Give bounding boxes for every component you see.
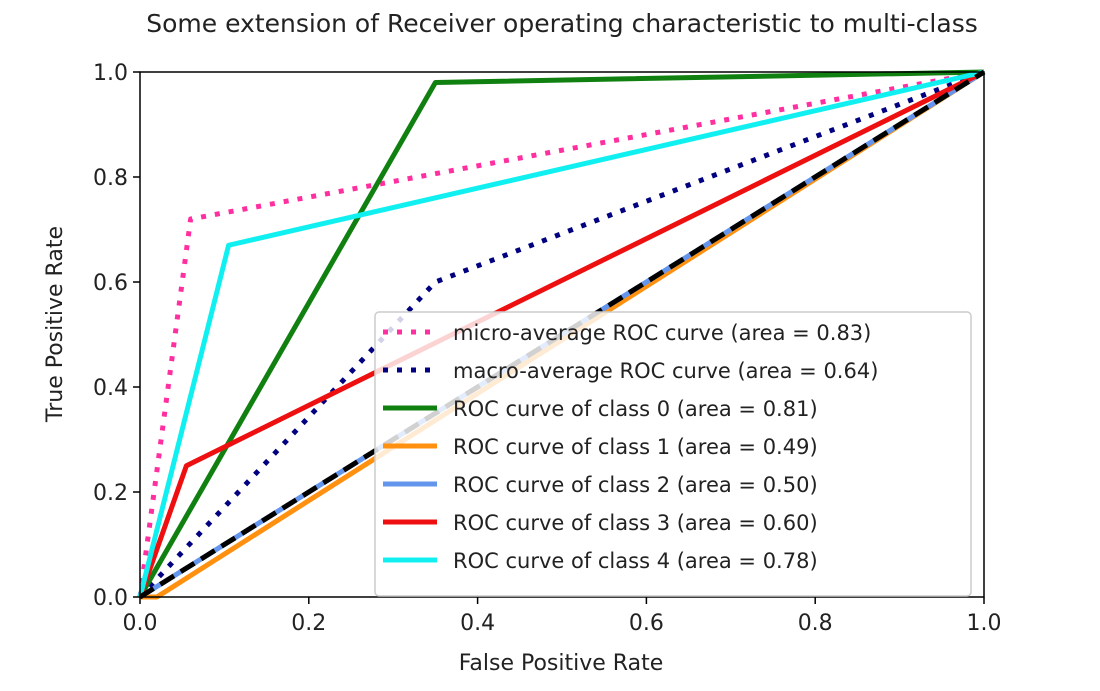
y-tick-label: 0.0 (93, 586, 128, 611)
legend-label-2: ROC curve of class 0 (area = 0.81) (453, 397, 818, 421)
x-tick-label: 0.8 (798, 611, 833, 636)
series-line-0 (137, 69, 985, 598)
legend-label-5: ROC curve of class 3 (area = 0.60) (453, 511, 818, 535)
legend: micro-average ROC curve (area = 0.83) mac… (374, 311, 972, 597)
legend-label-3: ROC curve of class 1 (area = 0.49) (453, 435, 818, 459)
y-tick-label: 0.2 (93, 481, 128, 506)
x-axis-title: False Positive Rate (459, 651, 663, 676)
plot-frame (139, 71, 985, 598)
series-line-1 (138, 69, 985, 599)
plot-area (137, 69, 986, 600)
x-tick-label: 1.0 (967, 611, 1002, 636)
legend-box (374, 311, 972, 597)
axis-ticks: 0.0 0.2 0.4 0.6 0.8 1.0 0.0 0.2 0.4 0.6 0.8 1.0 (93, 61, 1002, 636)
x-tick-label: 0.6 (629, 611, 664, 636)
x-tick-label: 0.2 (291, 611, 326, 636)
x-tick-label: 0.4 (460, 611, 495, 636)
legend-label-4: ROC curve of class 2 (area = 0.50) (453, 473, 818, 497)
series-line-5 (137, 69, 986, 598)
y-axis-title: True Positive Rate (43, 226, 68, 423)
series-line-2 (137, 69, 985, 599)
chance-reference-line (138, 69, 986, 600)
y-tick-label: 0.4 (93, 376, 128, 401)
chart-title: Some extension of Receiver operating cha… (146, 9, 978, 38)
legend-label-6: ROC curve of class 4 (area = 0.78) (453, 549, 818, 573)
y-tick-label: 0.6 (93, 271, 128, 296)
legend-label-1: macro-average ROC curve (area = 0.64) (453, 359, 878, 383)
legend-label-0: micro-average ROC curve (area = 0.83) (453, 321, 871, 345)
series-line-6 (137, 69, 985, 598)
y-tick-label: 0.8 (93, 166, 128, 191)
x-tick-label: 0.0 (123, 611, 158, 636)
y-tick-label: 1.0 (93, 61, 128, 86)
